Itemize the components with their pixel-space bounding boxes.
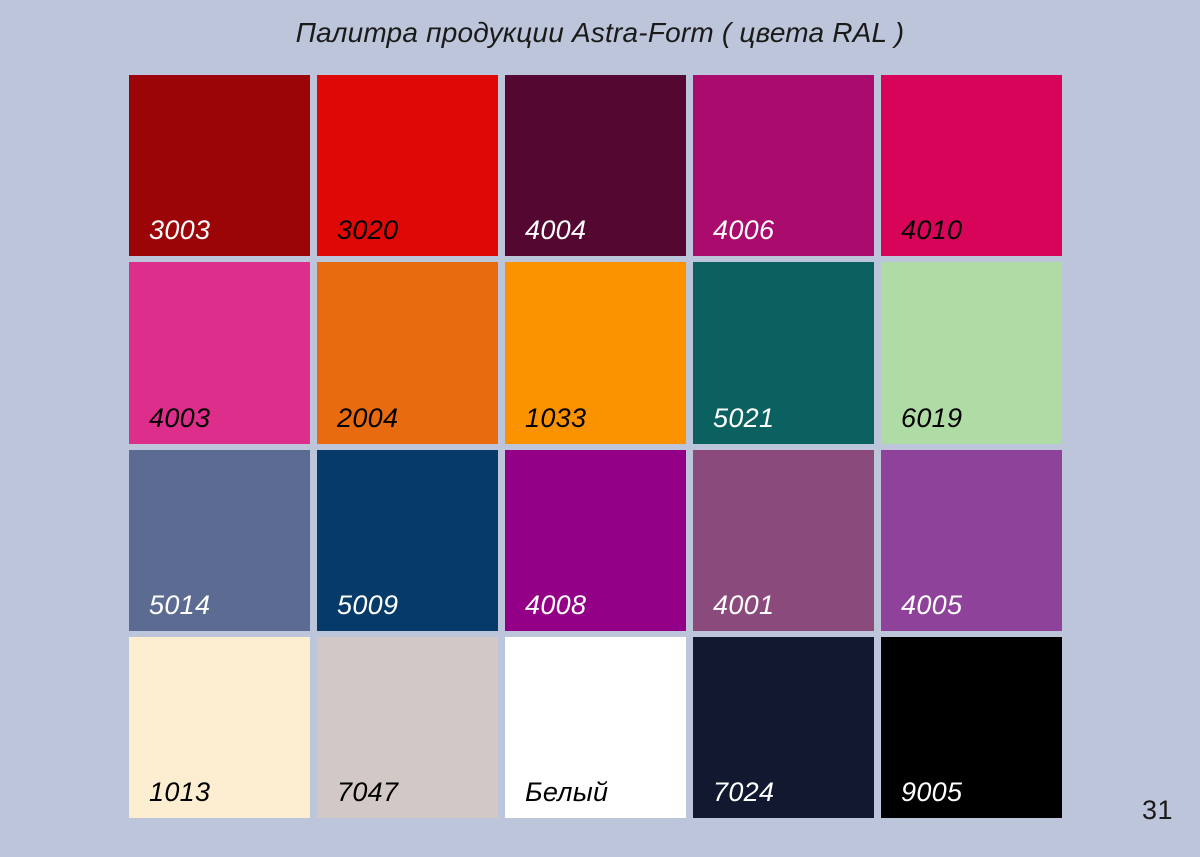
color-swatch[interactable]: 6019 [881, 262, 1062, 444]
color-swatch[interactable]: Белый [505, 636, 686, 818]
color-swatch[interactable]: 4006 [693, 75, 874, 257]
color-swatch-label: 7024 [713, 777, 775, 807]
color-swatch[interactable]: 4010 [881, 75, 1062, 257]
color-swatch-label: 5021 [713, 402, 775, 433]
color-swatch[interactable]: 4001 [693, 449, 874, 631]
color-palette-grid: 3003 3020 4004 4006 4010 4003 2004 1033 5021 6019… [129, 75, 1062, 818]
color-swatch[interactable]: 9005 [881, 636, 1062, 818]
color-swatch-label: 5009 [337, 589, 399, 620]
color-swatch[interactable]: 2004 [317, 262, 498, 444]
color-swatch-label: 4005 [901, 589, 963, 620]
color-swatch-label: 5014 [149, 589, 211, 620]
color-swatch[interactable]: 4004 [505, 75, 686, 257]
color-swatch[interactable]: 5021 [693, 262, 874, 444]
color-swatch[interactable]: 4003 [129, 262, 310, 444]
color-swatch-label: 1013 [149, 777, 211, 807]
color-swatch-label: 4004 [525, 215, 587, 246]
color-swatch-label: 4008 [525, 589, 587, 620]
page-number: 31 [1141, 795, 1173, 825]
color-swatch-label: 4010 [901, 215, 963, 246]
color-swatch[interactable]: 3003 [129, 75, 310, 257]
color-swatch[interactable]: 5009 [317, 449, 498, 631]
color-swatch-label: 4003 [149, 402, 211, 433]
color-swatch[interactable]: 5014 [129, 449, 310, 631]
color-swatch-label: 3020 [337, 215, 399, 246]
color-swatch[interactable]: 3020 [317, 75, 498, 257]
color-swatch[interactable]: 4005 [881, 449, 1062, 631]
color-swatch-label: 7047 [337, 777, 399, 807]
color-swatch-label: 9005 [901, 777, 963, 807]
color-swatch[interactable]: 1033 [505, 262, 686, 444]
page-title: Палитра продукции Astra-Form ( цвета RAL… [295, 17, 905, 48]
color-swatch-label: 2004 [337, 402, 399, 433]
color-swatch[interactable]: 4008 [505, 449, 686, 631]
color-swatch[interactable]: 7047 [317, 636, 498, 818]
color-swatch-label: 1033 [525, 402, 587, 433]
color-swatch-label: 4001 [713, 589, 775, 620]
color-swatch-label: 3003 [149, 215, 211, 246]
color-swatch[interactable]: 7024 [693, 636, 874, 818]
color-swatch-label: Белый [525, 777, 609, 807]
color-swatch-label: 4006 [713, 215, 775, 246]
color-swatch[interactable]: 1013 [129, 636, 310, 818]
color-swatch-label: 6019 [901, 402, 963, 433]
